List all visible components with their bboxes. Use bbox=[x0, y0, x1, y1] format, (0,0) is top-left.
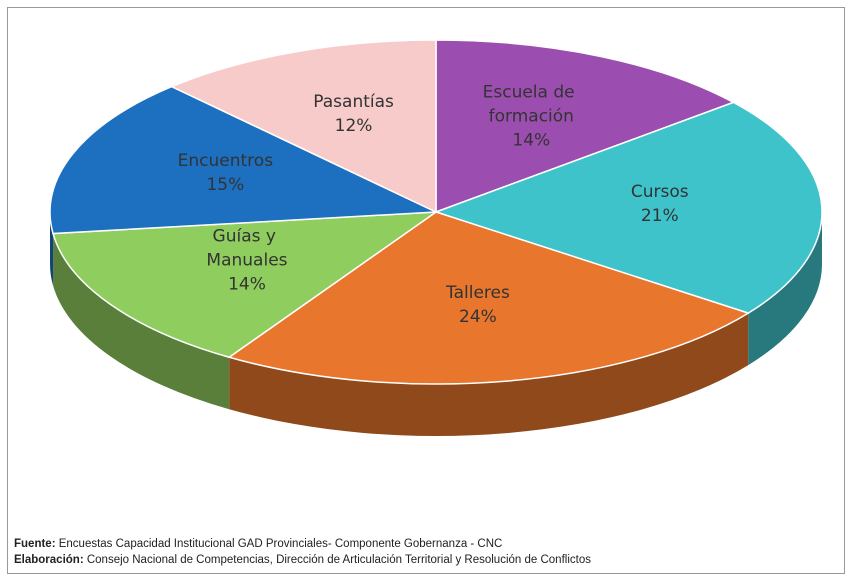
slice-label: Cursos bbox=[631, 182, 689, 202]
slice bbox=[227, 211, 751, 385]
slice-label: Talleres bbox=[445, 283, 510, 303]
slice bbox=[435, 39, 736, 214]
note-text: Encuestas Capacidad Institucional GAD Pr… bbox=[59, 538, 503, 550]
slice bbox=[169, 39, 437, 214]
value-label: 21% bbox=[641, 206, 679, 226]
note: Elaboración: Consejo Nacional de Compete… bbox=[14, 554, 591, 566]
note-text: Consejo Nacional de Competencias, Direcc… bbox=[87, 554, 591, 566]
note-label: Elaboración: bbox=[14, 554, 84, 566]
value-label: 14% bbox=[512, 131, 550, 151]
slice-side bbox=[748, 212, 822, 366]
slice-label: Encuentros bbox=[178, 151, 274, 171]
value-label: 14% bbox=[228, 274, 266, 294]
slice-label: Guías y Manuales bbox=[206, 226, 287, 270]
note: Fuente: Encuestas Capacidad Instituciona… bbox=[14, 538, 502, 550]
slice-label: Escuela de formación bbox=[483, 83, 580, 127]
slice bbox=[52, 211, 439, 359]
slice-side bbox=[53, 233, 230, 410]
pie: Escuela de formación 14% Cursos 21% Talleres… bbox=[49, 39, 823, 436]
value-label: 24% bbox=[459, 307, 497, 327]
value-label: 15% bbox=[206, 175, 244, 195]
slice bbox=[433, 101, 823, 314]
slice bbox=[49, 85, 437, 235]
slice-side bbox=[50, 212, 54, 286]
frame bbox=[7, 7, 845, 574]
slice-label: Pasantías bbox=[313, 92, 394, 112]
note-label: Fuente: bbox=[14, 538, 56, 550]
slice-side bbox=[229, 313, 749, 436]
value-label: 12% bbox=[335, 116, 373, 136]
